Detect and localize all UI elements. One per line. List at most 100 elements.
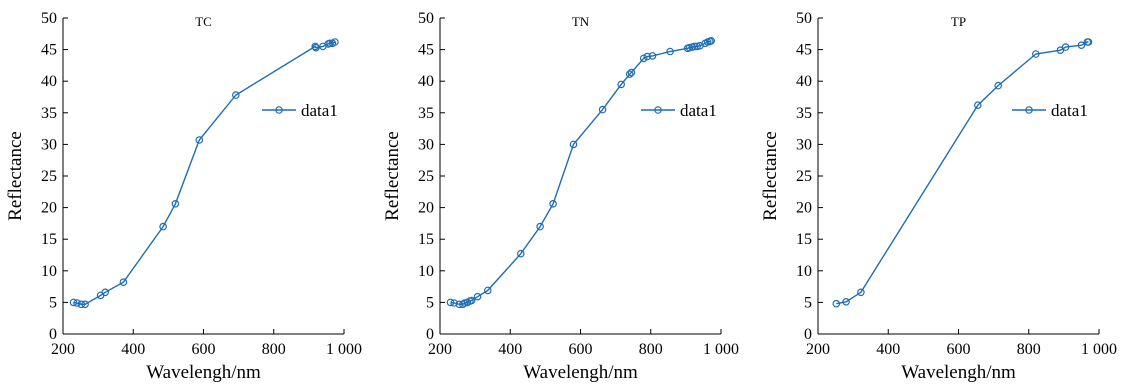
data-point: [73, 299, 81, 307]
x-tick-label: 200: [806, 341, 830, 358]
data-point: [467, 296, 476, 305]
data-point: [81, 300, 89, 309]
legend-label: data1: [1051, 101, 1088, 120]
y-tick-label: 20: [418, 200, 434, 217]
y-tick-label: 15: [41, 231, 57, 248]
data-point: [446, 298, 455, 307]
data-point: [331, 38, 339, 46]
data-point: [569, 140, 578, 149]
data-point: [598, 105, 607, 114]
legend-label: data1: [680, 101, 717, 120]
legend: data1: [1012, 101, 1088, 120]
x-tick-label: 1 000: [703, 341, 739, 358]
y-tick-label: 0: [49, 326, 57, 343]
y-tick-label: 5: [426, 294, 434, 311]
y-tick-label: 15: [418, 231, 434, 248]
data-point: [159, 222, 167, 231]
y-tick-label: 10: [796, 263, 812, 280]
legend-marker: [275, 106, 283, 114]
x-axis-label: Wavelengh/nm: [523, 362, 638, 383]
data-point: [195, 136, 204, 144]
data-point: [312, 43, 320, 52]
data-point: [1032, 50, 1040, 58]
chart-title: TC: [195, 14, 212, 29]
data-point: [171, 200, 180, 208]
y-tick-label: 30: [418, 136, 434, 153]
data-point: [232, 91, 240, 99]
y-tick-label: 40: [41, 73, 57, 90]
data-point: [536, 222, 544, 231]
data-point: [516, 249, 525, 258]
y-axis-label: Reflectance: [760, 131, 781, 221]
data-point: [648, 52, 657, 60]
x-tick-label: 200: [51, 341, 75, 358]
y-tick-label: 50: [41, 10, 57, 27]
x-tick-label: 600: [192, 341, 216, 358]
y-axis-label: Reflectance: [382, 131, 403, 221]
data-point: [842, 297, 850, 306]
y-tick-label: 0: [426, 326, 434, 343]
chart-panel-tn: 0 5 10 15 20 25 30 35 40 45 50 200 400 600 800 1 000 Wav…: [382, 10, 739, 383]
legend: data1: [641, 101, 717, 120]
y-tick-label: 30: [796, 136, 812, 153]
x-tick-label: 400: [498, 341, 522, 358]
y-tick-label: 40: [796, 73, 812, 90]
data-point: [458, 300, 467, 309]
y-tick-label: 35: [796, 105, 812, 122]
data-point: [685, 43, 694, 52]
y-tick-label: 10: [418, 263, 434, 280]
data-point: [857, 288, 865, 297]
chart-panel-tp: 0 5 10 15 20 25 30 35 40 45 50 200 400 600 800 1 000 Wav…: [760, 10, 1117, 383]
y-tick-label: 10: [41, 263, 57, 280]
y-axis-label: Reflectance: [5, 131, 26, 221]
y-tick-label: 25: [418, 168, 434, 185]
data-point: [455, 300, 464, 309]
x-tick-label: 400: [121, 341, 145, 358]
y-tick-label: 35: [418, 105, 434, 122]
data-point: [473, 292, 482, 301]
y-tick-label: 15: [796, 231, 812, 248]
x-tick-label: 800: [639, 341, 663, 358]
data-point: [994, 81, 1003, 90]
x-tick-label: 800: [1017, 341, 1041, 358]
data-point: [69, 298, 78, 307]
data-point: [326, 39, 334, 48]
data-point: [617, 80, 626, 89]
chart-title: TP: [951, 14, 966, 29]
series-line-data1: [836, 41, 1089, 305]
series-line-data1: [73, 41, 336, 305]
data-point: [643, 52, 652, 61]
y-tick-label: 20: [796, 200, 812, 217]
data-point: [1061, 43, 1070, 51]
y-tick-label: 25: [796, 168, 812, 185]
y-tick-label: 0: [804, 326, 812, 343]
y-tick-label: 40: [418, 73, 434, 90]
y-tick-label: 50: [796, 10, 812, 27]
x-tick-label: 200: [428, 341, 452, 358]
data-point: [119, 278, 128, 287]
legend-label: data1: [301, 101, 338, 120]
data-point: [549, 200, 557, 208]
data-point: [101, 288, 110, 297]
data-point: [973, 101, 982, 110]
legend-marker: [1025, 106, 1033, 114]
data-point: [450, 299, 458, 307]
x-tick-label: 400: [876, 341, 900, 358]
data-point: [693, 42, 701, 51]
y-tick-label: 35: [41, 105, 57, 122]
legend: data1: [262, 101, 338, 120]
y-tick-label: 30: [41, 136, 57, 153]
data-point: [625, 70, 634, 79]
x-axis-label: Wavelengh/nm: [146, 362, 261, 383]
y-tick-label: 20: [41, 200, 57, 217]
y-tick-label: 45: [796, 42, 812, 59]
y-tick-label: 5: [804, 294, 812, 311]
data-point: [1084, 38, 1093, 46]
y-tick-label: 25: [41, 168, 57, 185]
x-tick-label: 1 000: [1081, 341, 1117, 358]
x-tick-label: 600: [569, 341, 593, 358]
data-point: [707, 36, 716, 45]
chart-title: TN: [572, 14, 590, 29]
x-tick-label: 800: [262, 341, 286, 358]
